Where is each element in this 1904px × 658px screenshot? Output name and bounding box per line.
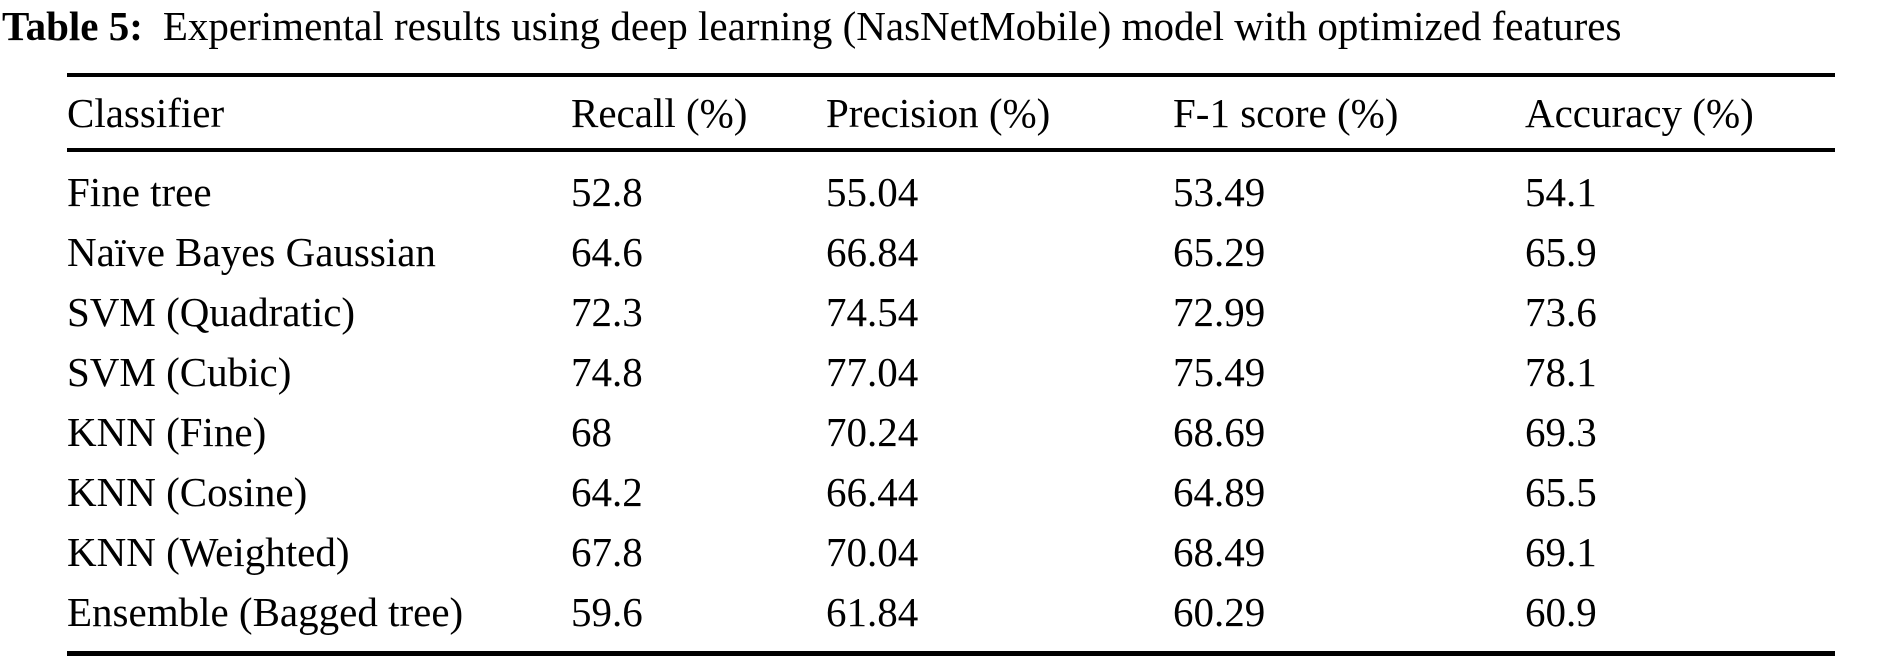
f1-score-cell: 68.49 xyxy=(1173,529,1266,575)
recall-cell: 74.8 xyxy=(571,349,643,395)
classifier-cell: KNN (Cosine) xyxy=(67,469,308,515)
classifier-cell: SVM (Quadratic) xyxy=(67,289,356,335)
accuracy-cell: 78.1 xyxy=(1525,349,1597,395)
classifier-cell: Naïve Bayes Gaussian xyxy=(67,229,436,275)
f1-score-cell: 72.99 xyxy=(1173,289,1266,335)
precision-cell: 55.04 xyxy=(826,169,919,215)
accuracy-cell: 69.3 xyxy=(1525,409,1597,455)
table-header: Classifier Recall (%) Precision (%) F-1 … xyxy=(67,75,1835,152)
column-header-accuracy: Accuracy (%) xyxy=(1525,75,1835,152)
classifier-cell: SVM (Cubic) xyxy=(67,349,292,395)
classifier-cell: KNN (Fine) xyxy=(67,409,267,455)
classifier-cell: Fine tree xyxy=(67,169,212,215)
table-row: KNN (Weighted) 67.8 70.04 68.49 69.1 xyxy=(67,522,1835,582)
classifier-cell: Ensemble (Bagged tree) xyxy=(67,589,464,635)
header-row: Classifier Recall (%) Precision (%) F-1 … xyxy=(67,75,1835,152)
table-body: Fine tree 52.8 55.04 53.49 54.1 Naïve Bayes G… xyxy=(67,150,1835,654)
accuracy-cell: 60.9 xyxy=(1525,589,1597,635)
precision-cell: 70.04 xyxy=(826,529,919,575)
table-row: Ensemble (Bagged tree) 59.6 61.84 60.29 60.9 xyxy=(67,582,1835,654)
table-row: KNN (Cosine) 64.2 66.44 64.89 65.5 xyxy=(67,462,1835,522)
table-row: Fine tree 52.8 55.04 53.49 54.1 xyxy=(67,150,1835,222)
precision-cell: 74.54 xyxy=(826,289,919,335)
recall-cell: 52.8 xyxy=(571,169,643,215)
results-table: Classifier Recall (%) Precision (%) F-1 … xyxy=(67,73,1835,656)
recall-cell: 64.6 xyxy=(571,229,643,275)
table-row: Naïve Bayes Gaussian 64.6 66.84 65.29 65.9 xyxy=(67,222,1835,282)
f1-score-cell: 60.29 xyxy=(1173,589,1266,635)
table-number-label: Table 5: xyxy=(2,3,143,49)
recall-cell: 59.6 xyxy=(571,589,643,635)
accuracy-cell: 65.9 xyxy=(1525,229,1597,275)
f1-score-cell: 65.29 xyxy=(1173,229,1266,275)
column-header-f1-score: F-1 score (%) xyxy=(1173,75,1525,152)
table-row: SVM (Cubic) 74.8 77.04 75.49 78.1 xyxy=(67,342,1835,402)
table-row: KNN (Fine) 68 70.24 68.69 69.3 xyxy=(67,402,1835,462)
accuracy-cell: 73.6 xyxy=(1525,289,1597,335)
precision-cell: 66.44 xyxy=(826,469,919,515)
recall-cell: 72.3 xyxy=(571,289,643,335)
precision-cell: 61.84 xyxy=(826,589,919,635)
table-row: SVM (Quadratic) 72.3 74.54 72.99 73.6 xyxy=(67,282,1835,342)
table-caption: Table 5: Experimental results using deep … xyxy=(2,2,1902,50)
precision-cell: 77.04 xyxy=(826,349,919,395)
table-caption-text: Experimental results using deep learning… xyxy=(162,3,1622,49)
classifier-cell: KNN (Weighted) xyxy=(67,529,350,575)
recall-cell: 67.8 xyxy=(571,529,643,575)
f1-score-cell: 53.49 xyxy=(1173,169,1266,215)
precision-cell: 66.84 xyxy=(826,229,919,275)
f1-score-cell: 64.89 xyxy=(1173,469,1266,515)
recall-cell: 64.2 xyxy=(571,469,643,515)
f1-score-cell: 68.69 xyxy=(1173,409,1266,455)
column-header-recall: Recall (%) xyxy=(571,75,826,152)
accuracy-cell: 65.5 xyxy=(1525,469,1597,515)
precision-cell: 70.24 xyxy=(826,409,919,455)
column-header-precision: Precision (%) xyxy=(826,75,1173,152)
accuracy-cell: 69.1 xyxy=(1525,529,1597,575)
accuracy-cell: 54.1 xyxy=(1525,169,1597,215)
recall-cell: 68 xyxy=(571,409,612,455)
column-header-classifier: Classifier xyxy=(67,75,571,152)
f1-score-cell: 75.49 xyxy=(1173,349,1266,395)
